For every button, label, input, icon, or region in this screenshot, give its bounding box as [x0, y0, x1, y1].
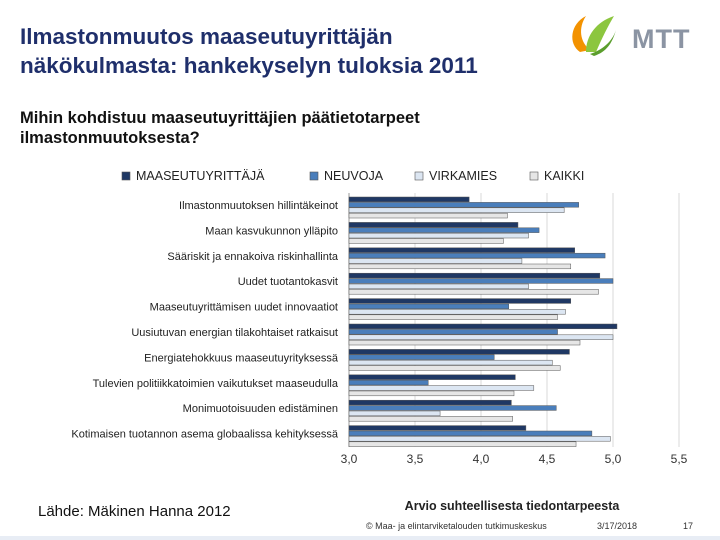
bar: [348, 329, 558, 335]
bar: [348, 365, 561, 371]
legend-label: KAIKKI: [544, 169, 584, 183]
category-label: Kotimaisen tuotannon asema globaalissa k…: [71, 429, 338, 441]
category-label: Ilmastonmuutoksen hillintäkeinot: [179, 200, 338, 212]
bar: [348, 196, 470, 203]
bar: [348, 278, 614, 284]
bar: [348, 227, 540, 233]
category-label: Sääriskit ja ennakoiva riskinhallinta: [167, 251, 338, 263]
x-tick-label: 3,5: [407, 452, 424, 466]
legend-swatch: [121, 171, 131, 181]
bar: [348, 334, 614, 340]
bar: [348, 247, 575, 253]
x-tick-label: 3,0: [341, 452, 358, 466]
bar: [348, 252, 606, 259]
question-line-1: Mihin kohdistuu maaseutuyrittäjien pääti…: [20, 109, 420, 127]
bar: [348, 385, 535, 391]
legend-label: MAASEUTUYRITTÄJÄ: [136, 169, 265, 183]
mtt-logo-icon: [572, 16, 616, 56]
bar: [348, 232, 529, 239]
bar: [348, 359, 553, 366]
legend-swatch: [309, 171, 319, 181]
category-label: Monimuotoisuuden edistäminen: [183, 403, 338, 415]
source-text: Lähde: Mäkinen Hanna 2012: [38, 503, 231, 520]
bar: [348, 207, 565, 213]
footer-copyright: © Maa- ja elintarviketalouden tutkimuske…: [366, 521, 547, 531]
category-label: Uusiutuvan energian tilakohtaiset ratkai…: [131, 327, 338, 339]
x-tick-label: 4,5: [539, 452, 556, 466]
bar: [348, 390, 515, 397]
bar: [348, 354, 495, 360]
bar: [348, 416, 513, 422]
bar: [348, 399, 512, 406]
title-line-2: näkökulmasta: hankekyselyn tuloksia 2011: [20, 53, 478, 78]
bar: [348, 303, 509, 310]
footer-date: 3/17/2018: [597, 521, 638, 531]
bar: [348, 298, 572, 304]
bar: [348, 212, 508, 219]
legend-label: VIRKAMIES: [429, 169, 497, 183]
bar: [348, 283, 529, 290]
legend-label: NEUVOJA: [324, 169, 384, 183]
footer-divider: [0, 536, 720, 540]
bar-chart: 3,0 3,5 4,0 4,5 5,0 5,5 MAASEUTUYRITTÄJÄ NEUVOJ…: [71, 169, 688, 513]
bar: [348, 309, 566, 315]
category-label: Uudet tuotantokasvit: [238, 276, 338, 288]
category-label: Tulevien politiikkatoimien vaikutukset m…: [93, 378, 339, 390]
bar: [348, 374, 516, 380]
bar: [348, 222, 519, 228]
bar: [348, 430, 593, 437]
x-axis-title: Arvio suhteellisesta tiedontarpeesta: [405, 499, 621, 513]
bar: [348, 425, 527, 431]
page-number: 17: [683, 521, 694, 531]
slide-title: Ilmastonmuutos maaseutuyrittäjän näkökul…: [20, 22, 580, 80]
bar: [348, 258, 523, 264]
bar: [348, 263, 572, 270]
title-line-1: Ilmastonmuutos maaseutuyrittäjän: [20, 24, 393, 49]
bar: [348, 238, 504, 244]
legend-swatch: [529, 171, 539, 181]
bar: [348, 410, 441, 417]
bar: [348, 272, 601, 279]
category-label: Maaseutuyrittämisen uudet innovaatiot: [150, 302, 338, 314]
legend-swatch: [414, 171, 424, 181]
category-label: Maan kasvukunnon ylläpito: [205, 225, 338, 237]
category-label: Energiatehokkuus maaseutuyrityksessä: [144, 352, 339, 364]
question-line-2: ilmastonmuutoksesta?: [20, 129, 200, 147]
bar: [348, 349, 570, 355]
x-tick-label: 5,5: [671, 452, 688, 466]
logo-text: MTT: [632, 24, 691, 54]
chart-question: Mihin kohdistuu maaseutuyrittäjien pääti…: [20, 108, 580, 148]
bar: [348, 289, 599, 295]
bar: [348, 405, 557, 411]
bar: [348, 436, 611, 442]
bar: [348, 379, 429, 386]
bar: [348, 323, 618, 330]
x-tick-label: 4,0: [473, 452, 490, 466]
x-tick-label: 5,0: [605, 452, 622, 466]
bar: [348, 441, 577, 447]
bar: [348, 202, 579, 208]
bar: [348, 314, 558, 320]
bar: [348, 339, 581, 346]
